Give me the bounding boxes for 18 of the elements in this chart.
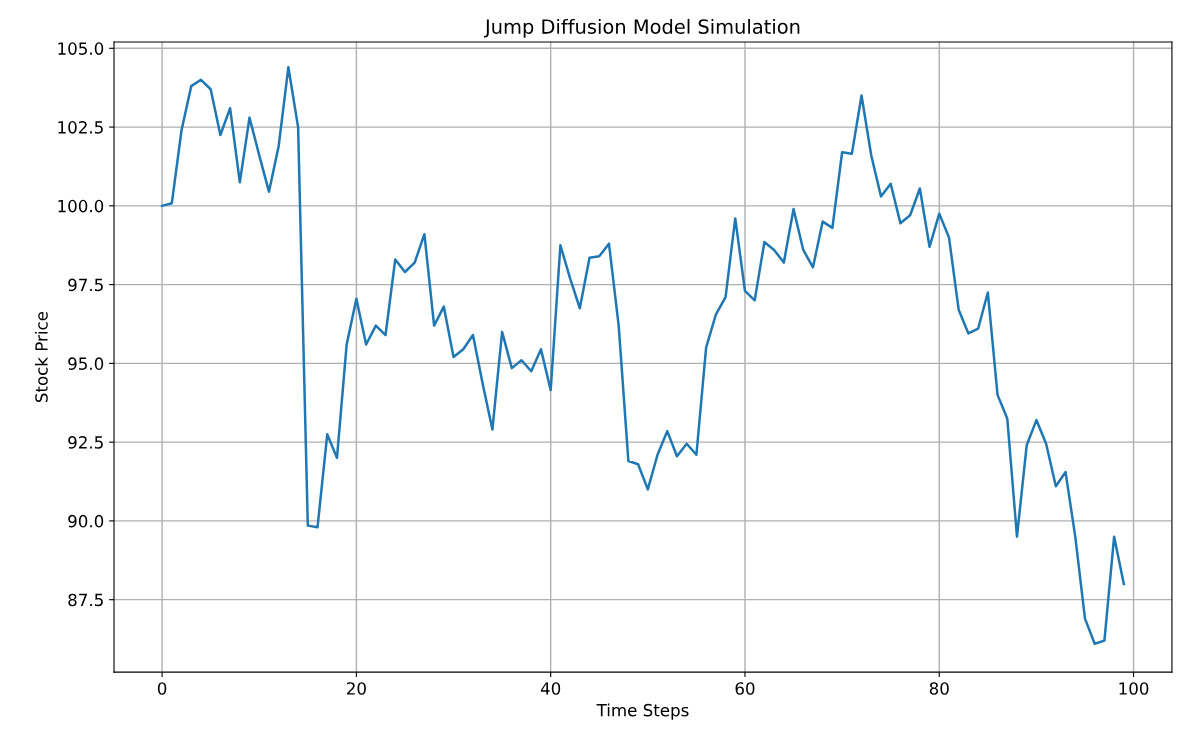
y-tick-label: 87.5 <box>68 593 103 607</box>
chart-title: Jump Diffusion Model Simulation <box>483 18 800 38</box>
x-tick-label: 60 <box>735 682 755 695</box>
y-tick-label: 102.5 <box>58 121 103 134</box>
x-tick-label: 40 <box>540 682 561 695</box>
y-tick-label: 100.0 <box>58 199 104 213</box>
x-axis-title: Time Steps <box>596 703 689 720</box>
x-tick-label: 80 <box>929 682 949 695</box>
x-tick-label: 20 <box>347 682 366 695</box>
line-series <box>160 65 1126 646</box>
y-axis-title: Stock Price <box>34 311 48 403</box>
y-tick-label: 90.0 <box>68 514 104 528</box>
y-tick-label: 95.0 <box>68 357 104 370</box>
y-tick-label: 97.5 <box>68 278 103 292</box>
y-tick-label: 105.0 <box>58 42 104 55</box>
x-tick-label: 100 <box>1119 682 1149 695</box>
x-tick-label: 0 <box>157 682 167 695</box>
y-tick-label: 92.5 <box>68 436 103 449</box>
